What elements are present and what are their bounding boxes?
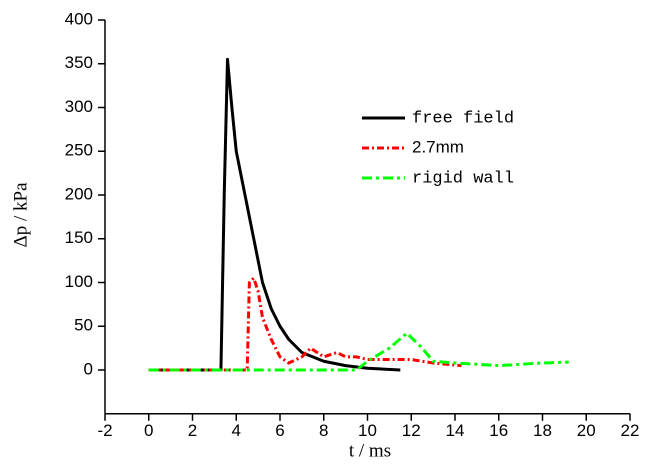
y-tick-label: 300: [65, 97, 93, 116]
series-line: [148, 276, 462, 372]
y-tick-label: 150: [65, 228, 93, 247]
x-tick-label: -2: [97, 421, 112, 440]
x-tick-label: 8: [319, 421, 328, 440]
x-tick-label: 6: [275, 421, 284, 440]
y-tick-label: 100: [65, 272, 93, 291]
legend-label: free field: [412, 109, 514, 128]
y-tick-label: 350: [65, 53, 93, 72]
x-tick-label: 16: [489, 421, 508, 440]
x-tick-label: 12: [402, 421, 421, 440]
y-tick-label: 250: [65, 141, 93, 160]
x-tick-label: 22: [621, 421, 640, 440]
legend-label: rigid wall: [412, 169, 514, 188]
x-tick-label: 20: [577, 421, 596, 440]
x-tick-label: 14: [446, 421, 465, 440]
y-axis-label: Δp / kPa: [10, 182, 31, 248]
legend-label: 2.7mm: [412, 137, 464, 156]
x-tick-label: 0: [144, 421, 153, 440]
x-axis-label: t / ms: [349, 440, 391, 461]
x-tick-label: 4: [232, 421, 241, 440]
y-tick-label: 200: [65, 184, 93, 203]
y-tick-label: 50: [74, 316, 93, 335]
series-line: [148, 331, 569, 372]
x-tick-label: 18: [533, 421, 552, 440]
x-tick-label: 2: [188, 421, 197, 440]
y-tick-label: 400: [65, 9, 93, 28]
x-tick-label: 10: [358, 421, 377, 440]
y-tick-label: 0: [84, 359, 93, 378]
series-line: [148, 57, 401, 372]
